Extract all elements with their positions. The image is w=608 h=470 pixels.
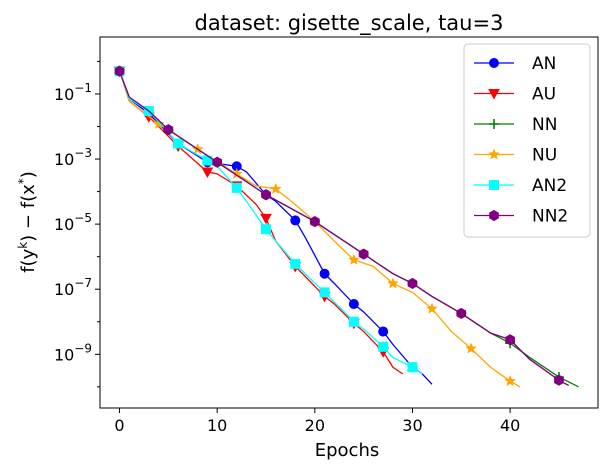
series-an2 — [114, 66, 423, 375]
y-tick-label: 10−5 — [54, 211, 92, 234]
data-point-nn2 — [309, 215, 320, 228]
legend-label: AU — [532, 85, 556, 105]
data-point-an — [290, 215, 301, 226]
series-nu — [113, 65, 521, 388]
legend-marker — [489, 209, 499, 222]
data-point-an2 — [173, 138, 184, 149]
y-tick-label: 10−7 — [54, 276, 92, 299]
legend-label: AN — [532, 54, 556, 74]
series-nn2 — [114, 65, 570, 387]
legend-label: NN2 — [532, 207, 568, 227]
data-point-nn2 — [114, 65, 125, 77]
data-point-nn2 — [358, 248, 369, 260]
data-point-an2 — [290, 258, 301, 269]
data-point-au — [201, 167, 214, 179]
legend-marker — [489, 119, 499, 129]
x-tick-label: 20 — [305, 416, 325, 435]
data-point-an2 — [378, 341, 389, 352]
legend-item-au: AU — [474, 85, 556, 105]
legend-item-nu: NU — [474, 146, 557, 166]
legend-marker — [488, 89, 500, 100]
series-line-nn2 — [118, 70, 570, 387]
series-an — [114, 66, 433, 385]
legend-marker — [489, 180, 499, 190]
legend-label: NN — [532, 115, 557, 135]
legend-box — [463, 43, 591, 238]
data-point-an2 — [261, 224, 271, 235]
chart-title: dataset: gisette_scale, tau=3 — [195, 11, 504, 36]
data-point-an — [319, 268, 330, 279]
plot-frame — [99, 36, 599, 409]
series-au — [113, 66, 404, 375]
x-tick-label: 40 — [500, 416, 520, 435]
data-point-au — [260, 213, 272, 225]
legend-item-nn: NN — [474, 115, 557, 135]
data-point-nu — [152, 117, 165, 129]
legend-marker — [489, 58, 499, 68]
data-point-an — [348, 299, 359, 310]
data-point-nu — [504, 374, 516, 387]
y-tick-label: 10−1 — [54, 81, 92, 104]
data-point-nu — [387, 277, 399, 289]
data-point-an2 — [407, 362, 418, 373]
data-point-nn2 — [505, 334, 515, 346]
series-line-an — [118, 70, 433, 385]
y-tick-label: 10−9 — [54, 341, 92, 364]
data-point-nn2 — [456, 307, 467, 320]
legend-marker — [488, 148, 500, 160]
data-point-nn2 — [212, 156, 223, 168]
x-tick-label: 0 — [114, 416, 124, 435]
series-line-an2 — [118, 70, 423, 375]
y-tick-label: 10−3 — [54, 146, 92, 169]
x-tick-label: 10 — [207, 416, 227, 435]
data-point-nu — [465, 342, 477, 354]
data-point-nn2 — [407, 277, 418, 290]
legend-label: NU — [532, 146, 557, 166]
data-point-nu — [269, 182, 282, 195]
data-point-an2 — [231, 182, 242, 193]
series-line-nu — [118, 70, 521, 388]
legend-item-an2: AN2 — [474, 176, 567, 196]
data-point-nn2 — [554, 374, 564, 386]
x-tick-label: 30 — [402, 416, 422, 435]
x-axis-label: Epochs — [315, 440, 380, 461]
data-point-nn2 — [261, 189, 271, 201]
data-point-nn2 — [163, 124, 174, 136]
data-point-nu — [348, 253, 360, 265]
y-axis-label: f(yk) − f(x*) — [16, 171, 39, 273]
legend-item-an: AN — [474, 54, 556, 74]
data-point-an2 — [348, 316, 359, 327]
data-point-an2 — [319, 287, 330, 298]
data-point-an — [378, 326, 389, 337]
data-point-nu — [426, 302, 438, 314]
legend-item-nn2: NN2 — [474, 207, 568, 227]
legend-label: AN2 — [532, 176, 567, 196]
